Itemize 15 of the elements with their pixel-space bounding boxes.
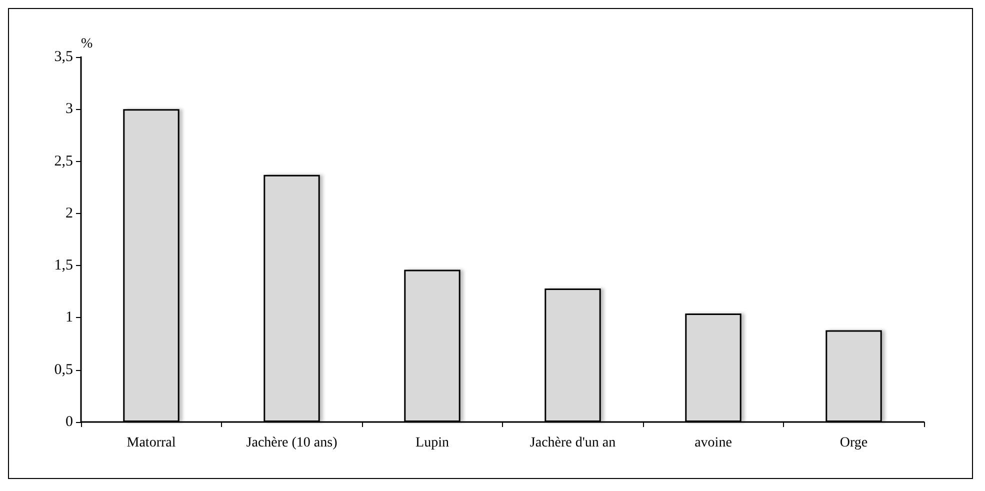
y-tick-label: 1,5 bbox=[54, 258, 73, 274]
x-tick-label: Matorral bbox=[126, 436, 176, 450]
x-tick-label: Lupin bbox=[416, 436, 449, 450]
y-tick-label: 1 bbox=[66, 310, 73, 326]
x-tick-label: avoine bbox=[694, 436, 732, 450]
y-axis-title: % bbox=[81, 36, 93, 52]
y-tick-label: 2,5 bbox=[54, 153, 73, 170]
x-tick-label: Orge bbox=[840, 436, 868, 450]
y-tick-label: 2 bbox=[66, 205, 73, 222]
x-tick-label: Jachère d'un an bbox=[530, 436, 616, 450]
y-tick-label: 0,5 bbox=[54, 362, 73, 378]
y-tick-label: 3 bbox=[66, 101, 73, 118]
y-tick-label: 3,5 bbox=[54, 49, 73, 65]
y-tick-label: 0 bbox=[66, 414, 73, 430]
x-tick-label: Jachère (10 ans) bbox=[246, 436, 338, 450]
